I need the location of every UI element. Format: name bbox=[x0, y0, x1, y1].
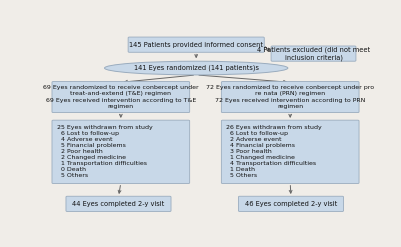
Text: 44 Eyes completed 2-y visit: 44 Eyes completed 2-y visit bbox=[72, 201, 165, 207]
FancyBboxPatch shape bbox=[221, 82, 359, 113]
Text: 145 Patients provided informed consent: 145 Patients provided informed consent bbox=[129, 42, 263, 48]
Text: 25 Eyes withdrawn from study
  6 Lost to follow-up
  4 Adverse event
  5 Financi: 25 Eyes withdrawn from study 6 Lost to f… bbox=[57, 125, 153, 178]
Text: 141 Eyes randomized (141 patients)s: 141 Eyes randomized (141 patients)s bbox=[134, 65, 259, 71]
FancyBboxPatch shape bbox=[221, 120, 359, 184]
Text: 26 Eyes withdrawn from study
  6 Lost to follow-up
  2 Adverse event
  4 Financi: 26 Eyes withdrawn from study 6 Lost to f… bbox=[226, 125, 322, 178]
FancyBboxPatch shape bbox=[66, 196, 171, 211]
FancyBboxPatch shape bbox=[52, 120, 190, 184]
FancyBboxPatch shape bbox=[239, 196, 344, 211]
Ellipse shape bbox=[105, 61, 288, 75]
Text: 4 Patients excluded (did not meet
inclusion criteria): 4 Patients excluded (did not meet inclus… bbox=[257, 46, 370, 61]
FancyBboxPatch shape bbox=[52, 82, 190, 113]
Text: 72 Eyes randomized to receive conbercept under pro
re nata (PRN) regimen
72 Eyes: 72 Eyes randomized to receive conbercept… bbox=[206, 85, 374, 109]
Text: 69 Eyes randomized to receive conbercept under
treat-and-extend (T&E) regimen
69: 69 Eyes randomized to receive conbercept… bbox=[43, 85, 198, 109]
Text: 46 Eyes completed 2-y visit: 46 Eyes completed 2-y visit bbox=[245, 201, 337, 207]
FancyBboxPatch shape bbox=[128, 37, 264, 52]
FancyBboxPatch shape bbox=[271, 46, 356, 61]
